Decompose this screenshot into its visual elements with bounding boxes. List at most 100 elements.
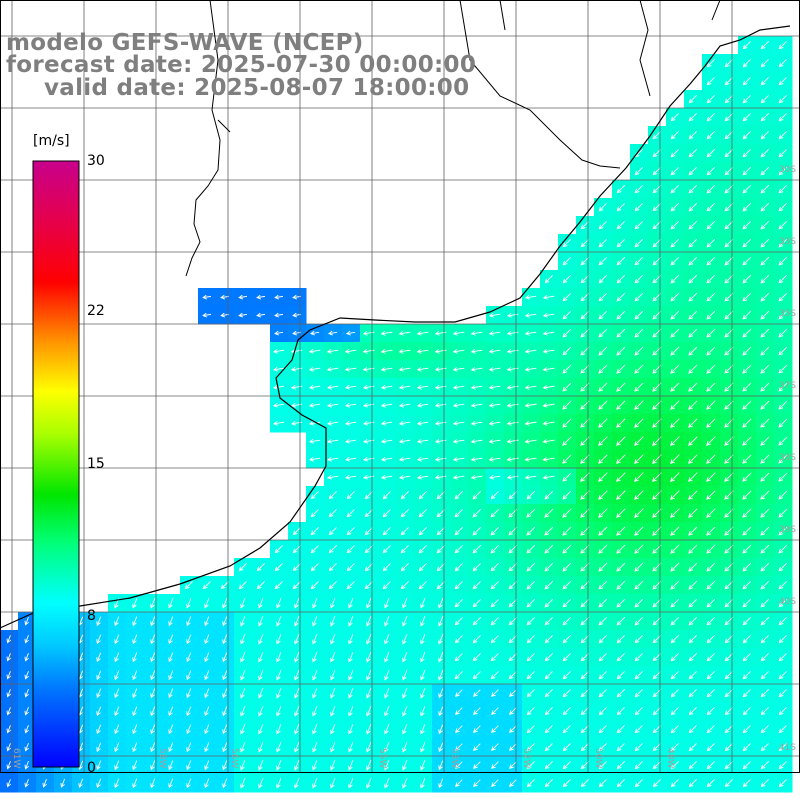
wind-arrow xyxy=(562,490,572,500)
wind-arrow xyxy=(760,77,769,86)
wind-arrow xyxy=(616,689,625,698)
wind-arrow xyxy=(238,581,247,590)
wind-arrow xyxy=(132,688,138,699)
wind-arrow xyxy=(706,94,716,104)
wind-arrow xyxy=(24,743,29,752)
wind-arrow xyxy=(706,634,716,644)
wind-arrow xyxy=(760,490,770,500)
wind-arrow xyxy=(598,418,608,428)
wind-arrow xyxy=(724,130,734,140)
wind-arrow xyxy=(326,384,339,390)
wind-arrow xyxy=(258,706,264,717)
wind-arrow xyxy=(634,562,644,572)
wind-arrow xyxy=(544,526,554,536)
wind-arrow xyxy=(526,743,535,752)
wind-arrow xyxy=(706,508,716,518)
wind-arrow xyxy=(634,689,643,698)
wind-arrow xyxy=(670,689,679,698)
wind-arrow xyxy=(778,328,788,338)
wind-arrow xyxy=(542,294,555,300)
wind-arrow xyxy=(688,544,698,554)
wind-arrow xyxy=(562,598,572,608)
wind-arrow xyxy=(398,420,411,426)
wind-arrow xyxy=(742,256,752,266)
wind-arrow xyxy=(670,328,680,338)
wind-arrow xyxy=(434,402,447,408)
wind-arrow xyxy=(670,544,680,554)
wind-arrow xyxy=(274,563,283,572)
wind-arrow xyxy=(472,580,482,590)
wind-arrow xyxy=(688,95,697,104)
colorbar-tick: 22 xyxy=(87,303,105,319)
wind-arrow xyxy=(345,330,356,336)
wind-arrow xyxy=(688,761,697,770)
wind-arrow xyxy=(473,743,481,751)
wind-arrow xyxy=(778,184,788,194)
wind-arrow xyxy=(491,743,499,751)
wind-arrow xyxy=(524,438,537,444)
valid-date: valid date: 2025-08-07 18:00:00 xyxy=(44,75,470,101)
wind-arrow xyxy=(724,598,734,608)
wind-arrow xyxy=(724,634,734,644)
wind-arrow xyxy=(706,526,716,536)
wind-arrow xyxy=(688,580,698,590)
wind-arrow xyxy=(562,652,572,662)
wind-arrow xyxy=(364,563,373,572)
wind-arrow xyxy=(328,563,337,572)
wind-arrow xyxy=(724,652,734,662)
wind-arrow xyxy=(348,652,354,663)
wind-arrow xyxy=(509,725,517,733)
wind-arrow xyxy=(634,707,643,716)
wind-arrow xyxy=(742,725,751,734)
wind-arrow xyxy=(398,330,411,336)
wind-arrow xyxy=(706,598,716,608)
wind-arrow xyxy=(562,256,572,266)
wind-arrow xyxy=(132,742,138,753)
wind-arrow xyxy=(688,562,698,572)
wind-arrow xyxy=(384,778,390,789)
wind-arrow xyxy=(616,779,625,788)
wind-arrow xyxy=(526,707,535,716)
wind-arrow xyxy=(688,238,698,248)
wind-arrow xyxy=(616,436,626,446)
wind-arrow xyxy=(473,761,481,769)
wind-arrow xyxy=(562,616,572,626)
wind-arrow xyxy=(742,130,752,140)
wind-arrow xyxy=(150,634,156,645)
wind-arrow xyxy=(524,420,537,426)
wind-arrow xyxy=(724,220,734,230)
wind-arrow xyxy=(598,472,608,482)
wind-arrow xyxy=(258,760,264,771)
wind-arrow xyxy=(724,689,733,698)
wind-arrow xyxy=(544,707,553,716)
wind-arrow xyxy=(580,671,589,680)
wind-arrow xyxy=(652,166,662,176)
wind-arrow xyxy=(670,112,680,122)
wind-arrow xyxy=(508,580,518,590)
wind-arrow xyxy=(240,598,246,609)
wind-arrow xyxy=(506,330,519,336)
wind-arrow xyxy=(598,526,608,536)
wind-arrow xyxy=(488,384,501,390)
wind-arrow xyxy=(724,580,734,590)
wind-arrow xyxy=(384,634,390,645)
wind-arrow xyxy=(488,330,501,336)
wind-arrow xyxy=(276,670,282,681)
wind-arrow xyxy=(670,184,680,194)
wind-arrow xyxy=(778,59,787,68)
wind-arrow xyxy=(168,598,174,609)
wind-arrow xyxy=(366,760,372,771)
wind-arrow xyxy=(670,508,680,518)
wind-arrow xyxy=(562,364,572,374)
wind-arrow xyxy=(186,742,192,753)
wind-arrow xyxy=(652,220,662,230)
wind-arrow xyxy=(238,563,247,572)
wind-arrow xyxy=(526,653,535,662)
wind-arrow xyxy=(509,707,517,715)
wind-arrow xyxy=(276,652,282,663)
wind-arrow xyxy=(402,688,408,699)
wind-arrow xyxy=(292,545,301,554)
wind-arrow xyxy=(760,364,770,374)
wind-arrow xyxy=(742,274,752,284)
wind-arrow xyxy=(598,725,607,734)
